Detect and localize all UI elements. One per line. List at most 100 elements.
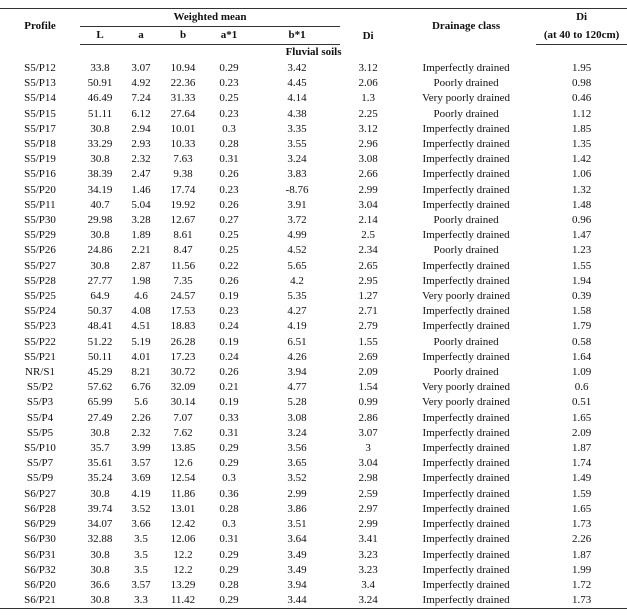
table-cell: 0.19 <box>219 290 239 303</box>
table-cell: 2.14 <box>358 214 378 227</box>
table-cell: S5/P14 <box>24 92 56 105</box>
table-header: Profile Weighted mean Di Drainage class … <box>0 8 627 45</box>
table-cell: 4.08 <box>131 305 151 318</box>
table-cell: 3.44 <box>254 593 341 610</box>
table-cell: 0.36 <box>219 487 239 500</box>
table-cell: 0.22 <box>219 259 239 272</box>
table-cell: 3.99 <box>131 442 151 455</box>
table-row: S6/P21 30.8 3.3 11.42 0.29 3.44 3.24 Imperfectl… <box>0 593 627 610</box>
table-cell: Imperfectly drained <box>422 183 510 196</box>
table-cell: 0.29 <box>219 563 239 576</box>
table-cell: 7.24 <box>131 92 151 105</box>
table-cell: 4.38 <box>287 107 307 120</box>
table-cell: 30.8 <box>90 153 110 166</box>
table-cell: 19.92 <box>170 198 196 211</box>
table-cell: 1.85 <box>571 122 592 135</box>
table-cell: 1.55 <box>571 259 592 272</box>
table-cell: 12.2 <box>173 563 193 576</box>
table-cell: 30.8 <box>90 426 110 439</box>
table-cell: Imperfectly drained <box>422 411 510 424</box>
table-row: S5/P9 35.24 3.69 12.54 0.3 3.52 2.98 Imperfectl… <box>0 471 627 486</box>
table-cell: 10.94 <box>170 62 196 74</box>
table-cell: 3.4 <box>361 578 375 591</box>
table-cell: 29.98 <box>87 214 113 227</box>
table-cell: 3.07 <box>358 426 378 439</box>
table-cell: Imperfectly drained <box>422 62 510 74</box>
table-cell: S6/P20 <box>24 578 56 591</box>
table-cell: 0.28 <box>219 138 239 151</box>
table-cell: S5/P3 <box>26 396 54 409</box>
table-cell: Imperfectly drained <box>422 502 510 515</box>
table-cell: 10.33 <box>170 138 196 151</box>
table-cell: 2.32 <box>131 153 151 166</box>
table-cell: 0.99 <box>358 396 378 409</box>
table-cell: S5/P13 <box>24 77 56 90</box>
table-cell: 2.34 <box>358 244 378 257</box>
table-cell: Imperfectly drained <box>422 472 510 485</box>
header-cell: L <box>80 26 120 45</box>
table-cell: 2.99 <box>287 487 307 500</box>
table-cell: 24.86 <box>87 244 113 257</box>
table-cell: 0.19 <box>219 335 239 348</box>
table-cell: 0.26 <box>219 198 239 211</box>
table-cell: 2.99 <box>358 183 378 196</box>
table-cell: 4.19 <box>287 320 307 333</box>
table-cell: 0.26 <box>219 168 239 181</box>
table-row: S5/P5 30.8 2.32 7.62 0.31 3.24 3.07 Imperfectly… <box>0 426 627 441</box>
table-cell: 2.47 <box>131 168 151 181</box>
table-cell: 4.45 <box>287 77 307 90</box>
table-cell: 1.87 <box>571 548 592 561</box>
table-row: S5/P30 29.98 3.28 12.67 0.27 3.72 2.14 Poorly d… <box>0 213 627 228</box>
table-cell: 3.24 <box>287 426 307 439</box>
table-cell: 3.3 <box>120 593 162 610</box>
table-cell: 38.39 <box>87 168 113 181</box>
table-cell: S5/P2 <box>26 381 54 394</box>
table-cell: 6.51 <box>287 335 307 348</box>
table-cell: 0.29 <box>219 457 239 470</box>
table-cell: Imperfectly drained <box>422 548 510 561</box>
table-cell: 64.9 <box>90 290 110 303</box>
header-cell: Di <box>536 8 627 27</box>
table-cell: S5/P26 <box>24 244 56 257</box>
table-cell: 3.86 <box>287 502 307 515</box>
table-cell: 0.3 <box>222 518 236 531</box>
table-cell: 46.49 <box>87 92 113 105</box>
table-cell: 2.95 <box>358 274 378 287</box>
table-cell: 12.67 <box>170 214 196 227</box>
table-cell: 0.29 <box>219 548 239 561</box>
table-cell: 3.04 <box>358 457 378 470</box>
table-cell: 0.26 <box>219 274 239 287</box>
table-cell: S5/P22 <box>24 335 56 348</box>
table-cell: Imperfectly drained <box>422 350 510 363</box>
table-cell: 1.59 <box>571 487 592 500</box>
table-cell: Imperfectly drained <box>422 274 510 287</box>
table-cell: 57.62 <box>87 381 113 394</box>
table-cell: 0.21 <box>219 381 239 394</box>
table-cell: 0.23 <box>219 107 239 120</box>
table-cell: 3.65 <box>287 457 307 470</box>
table-cell: 3.56 <box>287 442 307 455</box>
table-cell: Imperfectly drained <box>422 518 510 531</box>
table-cell: 35.7 <box>90 442 110 455</box>
table-cell: 4.6 <box>134 290 148 303</box>
table-cell: 4.2 <box>290 274 304 287</box>
table-cell: 3.23 <box>358 563 378 576</box>
table-cell: 1.32 <box>571 183 592 196</box>
table-cell: 30.8 <box>80 593 120 610</box>
table-cell: Poorly drained <box>433 77 499 90</box>
table-cell: 7.35 <box>173 274 193 287</box>
table-cell: 3.35 <box>287 122 307 135</box>
table-cell: 0.6 <box>574 381 589 394</box>
table-cell: Imperfectly drained <box>422 153 510 166</box>
table-cell: S5/P24 <box>24 305 56 318</box>
table-cell: S5/P28 <box>24 274 56 287</box>
table-cell: 3.07 <box>131 62 151 74</box>
table-cell: 48.41 <box>87 320 113 333</box>
table-cell: 4.26 <box>287 350 307 363</box>
table-cell: 3.28 <box>131 214 151 227</box>
table-cell: 1.94 <box>571 274 592 287</box>
table-cell: Imperfectly drained <box>422 442 510 455</box>
table-cell: 3.66 <box>131 518 151 531</box>
table-cell: 3.23 <box>358 548 378 561</box>
table-cell: 4.52 <box>287 244 307 257</box>
